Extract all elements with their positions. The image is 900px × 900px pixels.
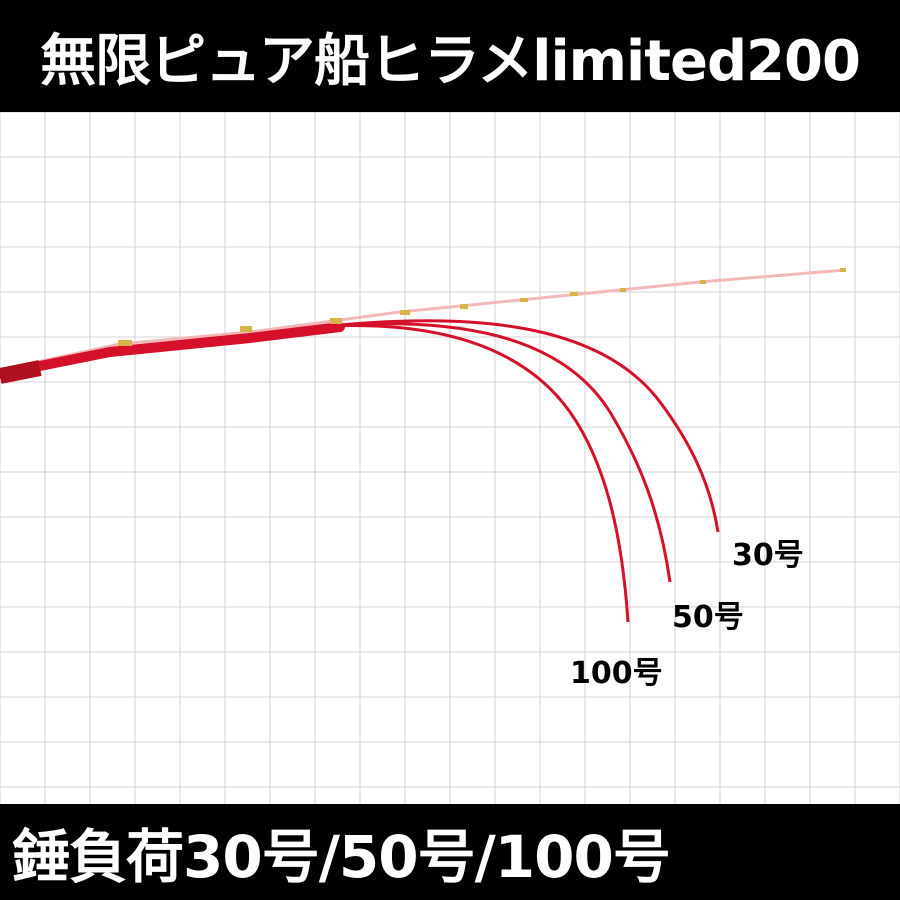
product-title: 無限ピュア船ヒラメlimited200 [40, 28, 861, 94]
rod-butt [0, 322, 345, 379]
load-label-30: 30号 [732, 538, 804, 573]
rod-bend-figure: 30号 50号 100号 [0, 112, 900, 804]
rod-curve-30 [329, 319, 720, 533]
rod-curve-100 [329, 324, 630, 623]
caption-band: 錘負荷30号/50号/100号 [0, 804, 900, 900]
rod-curve-50 [329, 322, 672, 583]
load-label-100: 100号 [570, 656, 663, 691]
rod-guides [118, 268, 846, 346]
load-caption: 錘負荷30号/50号/100号 [12, 823, 671, 891]
rod-bend-graphic [0, 112, 900, 804]
load-label-50: 50号 [672, 600, 744, 635]
title-band: 無限ピュア船ヒラメlimited200 [0, 0, 900, 112]
rod-grip [0, 360, 42, 384]
background-grid [0, 112, 900, 804]
